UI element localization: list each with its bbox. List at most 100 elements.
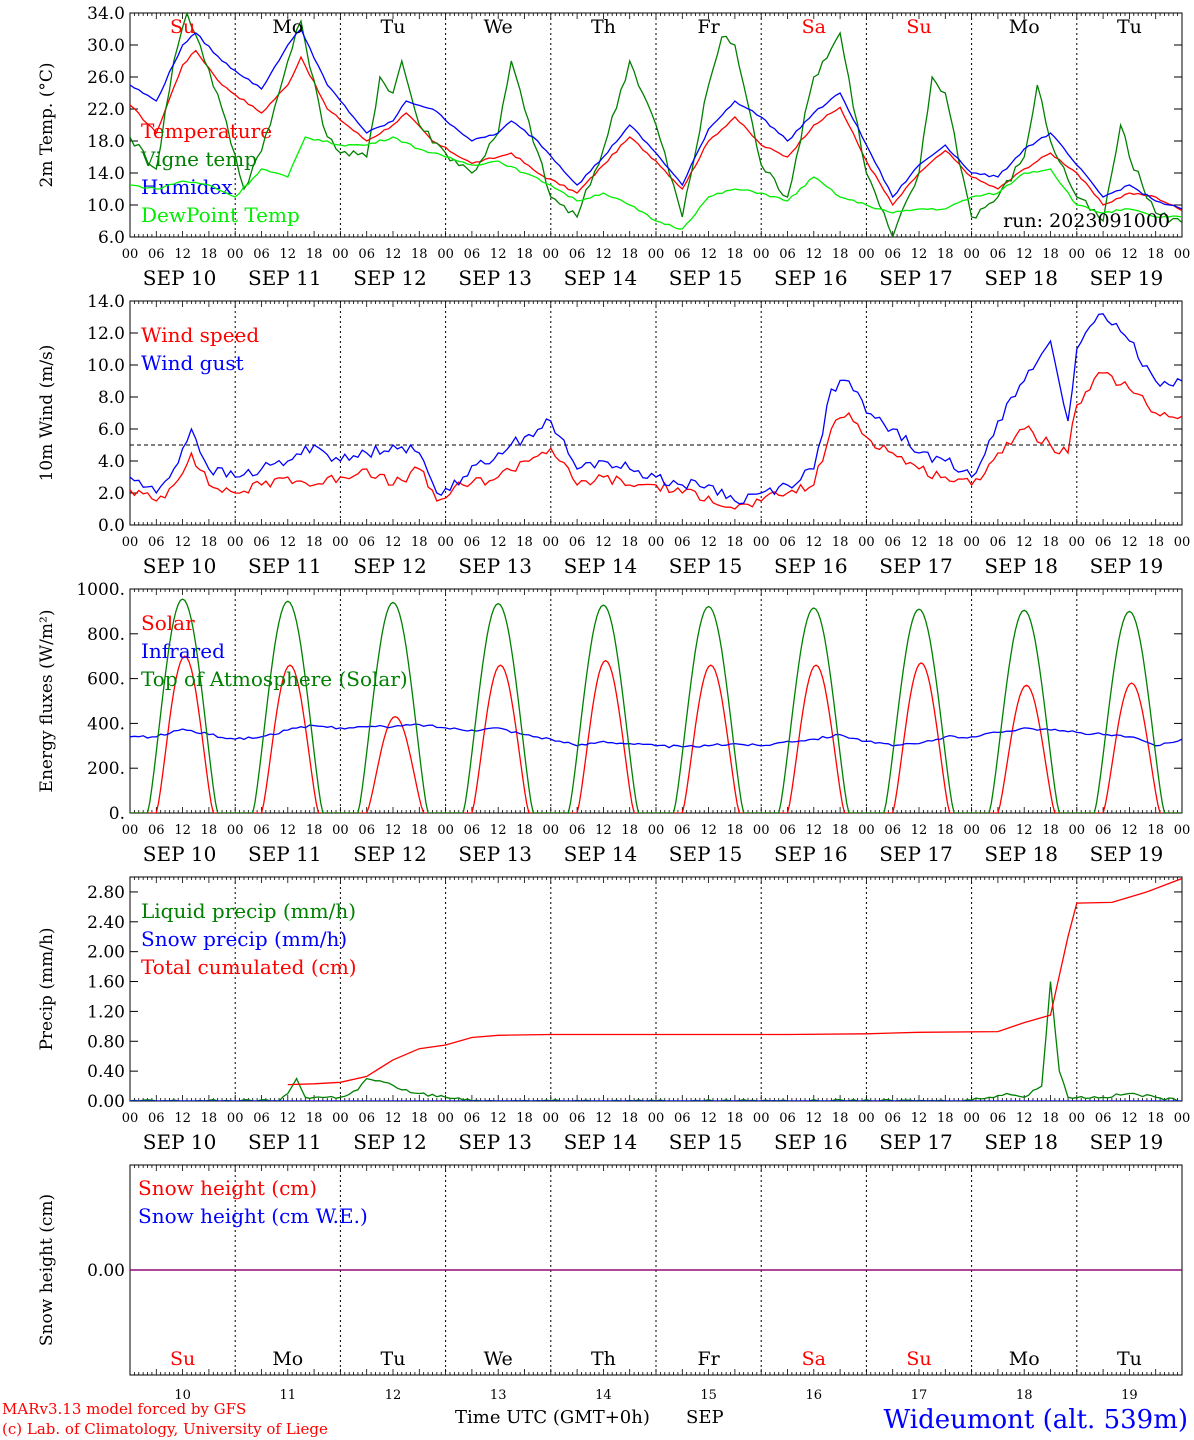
hour-tick-label: 00 [227, 247, 244, 262]
y-tick-label: 12.0 [87, 324, 125, 344]
y-tick-label: 14.0 [87, 164, 125, 184]
hour-tick-label: 18 [727, 247, 744, 262]
hour-tick-label: 06 [674, 535, 691, 550]
day-number-label: 10 [174, 1388, 191, 1403]
hour-tick-label: 12 [806, 1111, 823, 1126]
hour-tick-label: 06 [148, 535, 165, 550]
hour-tick-label: 12 [1016, 1111, 1033, 1126]
legend-entry: Snow height (cm) [138, 1176, 317, 1200]
panels: 6.0 10.0 14.0 18.0 22.0 26.0 30.0 34.0 2m Temp. … [37, 4, 1190, 1403]
hour-tick-label: 00 [1069, 247, 1086, 262]
hour-tick-label: 12 [490, 1111, 507, 1126]
hour-tick-label: 00 [332, 247, 349, 262]
hour-tick-label: 00 [963, 247, 980, 262]
legend-entry: Top of Atmosphere (Solar) [141, 667, 408, 691]
panel-temperature: 6.0 10.0 14.0 18.0 22.0 26.0 30.0 34.0 2m Temp. … [37, 4, 1190, 290]
hour-tick-label: 18 [201, 823, 218, 838]
hour-tick-label: 00 [543, 823, 560, 838]
hour-tick-label: 12 [595, 535, 612, 550]
hour-tick-label: 18 [201, 247, 218, 262]
hour-tick-label: 12 [280, 535, 297, 550]
hour-tick-label: 18 [1147, 535, 1164, 550]
hour-tick-label: 00 [332, 535, 349, 550]
day-number-label: 15 [700, 1388, 717, 1403]
y-axis-label: Precip (mm/h) [37, 927, 57, 1050]
y-tick-label: 14.0 [87, 292, 125, 312]
hour-tick-label: 00 [648, 535, 665, 550]
hour-tick-label: 18 [1042, 247, 1059, 262]
panel-snow: 0.00 Snow height (cm) Snow height (cm) Snow… [37, 1164, 1183, 1403]
day-of-week-label: Su [170, 1348, 195, 1370]
series-line-wind-gust [130, 313, 1182, 505]
date-label: SEP 10 [143, 554, 217, 578]
series-line-temperature [130, 49, 1182, 212]
hour-tick-label: 18 [306, 823, 323, 838]
y-tick-label: 8.0 [98, 388, 125, 408]
hour-tick-label: 00 [648, 1111, 665, 1126]
hour-tick-label: 00 [122, 535, 139, 550]
hour-tick-label: 00 [437, 1111, 454, 1126]
x-axis-label: Time UTC (GMT+0h) [455, 1407, 650, 1428]
hour-tick-label: 12 [806, 247, 823, 262]
hour-tick-label: 12 [700, 1111, 717, 1126]
date-label: SEP 14 [564, 1130, 638, 1154]
hour-tick-label: 12 [174, 1111, 191, 1126]
hour-tick-label: 12 [1016, 823, 1033, 838]
hour-tick-label: 06 [1095, 1111, 1112, 1126]
hour-tick-label: 12 [174, 823, 191, 838]
hour-tick-label: 18 [411, 535, 428, 550]
hour-tick-label: 00 [858, 535, 875, 550]
run-annotation: run: 2023091000 [1003, 210, 1170, 232]
day-number-label: 17 [911, 1388, 928, 1403]
y-tick-label: 6.0 [98, 420, 125, 440]
hour-tick-label: 12 [1121, 823, 1138, 838]
hour-tick-label: 06 [569, 1111, 586, 1126]
hour-tick-label: 00 [963, 1111, 980, 1126]
hour-tick-label: 06 [253, 823, 270, 838]
hour-tick-label: 06 [884, 823, 901, 838]
y-tick-label: 4.0 [98, 452, 125, 472]
date-label: SEP 18 [984, 842, 1058, 866]
hour-tick-label: 12 [595, 1111, 612, 1126]
hour-tick-label: 00 [753, 247, 770, 262]
date-label: SEP 19 [1090, 266, 1164, 290]
hour-tick-label: 18 [411, 247, 428, 262]
hour-tick-label: 00 [1174, 247, 1191, 262]
y-tick-label: 0.00 [87, 1092, 125, 1112]
hour-tick-label: 06 [464, 823, 481, 838]
day-of-week-label: Su [906, 16, 931, 38]
day-of-week-label: Tu [381, 1348, 406, 1370]
hour-tick-label: 06 [990, 247, 1007, 262]
hour-tick-label: 00 [543, 535, 560, 550]
hour-tick-label: 06 [148, 247, 165, 262]
day-of-week-label: We [484, 1348, 513, 1370]
y-tick-label: 800. [87, 625, 125, 645]
date-label: SEP 13 [458, 554, 532, 578]
day-of-week-label: Sa [802, 1348, 826, 1370]
hour-tick-label: 00 [753, 535, 770, 550]
date-label: SEP 10 [143, 266, 217, 290]
hour-tick-label: 18 [306, 535, 323, 550]
y-tick-label: 0.80 [87, 1032, 125, 1052]
hour-tick-label: 00 [543, 1111, 560, 1126]
hour-tick-label: 00 [332, 823, 349, 838]
hour-tick-label: 12 [174, 247, 191, 262]
date-label: SEP 13 [458, 1130, 532, 1154]
day-of-week-label: Tu [1117, 16, 1142, 38]
hour-tick-label: 12 [1121, 535, 1138, 550]
hour-tick-label: 00 [1174, 1111, 1191, 1126]
legend-entry: Snow precip (mm/h) [141, 927, 347, 951]
hour-tick-label: 06 [358, 823, 375, 838]
hour-tick-label: 18 [937, 247, 954, 262]
series-line-dewpoint-temp [130, 136, 1182, 230]
y-axis-label: Snow height (cm) [37, 1194, 57, 1346]
legend-entry: Solar [141, 611, 195, 635]
hour-tick-label: 06 [884, 1111, 901, 1126]
hour-tick-label: 06 [674, 823, 691, 838]
date-label: SEP 17 [879, 554, 953, 578]
hour-tick-label: 06 [779, 535, 796, 550]
hour-tick-label: 18 [1042, 535, 1059, 550]
hour-tick-label: 06 [569, 823, 586, 838]
hour-tick-label: 00 [437, 535, 454, 550]
date-label: SEP 16 [774, 1130, 848, 1154]
